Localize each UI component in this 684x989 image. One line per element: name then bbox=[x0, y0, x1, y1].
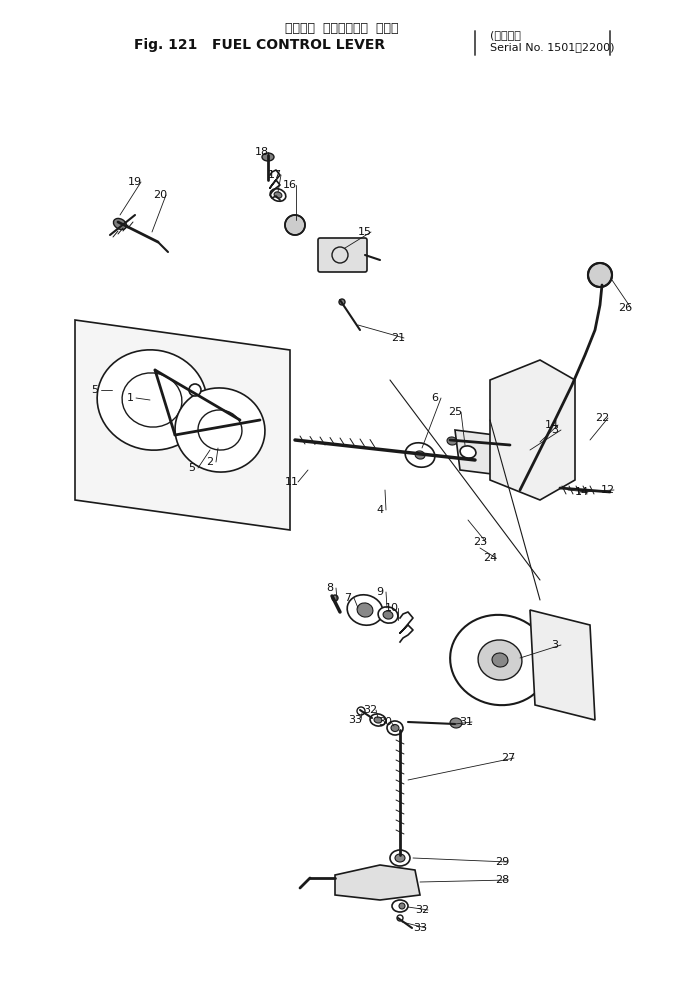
Ellipse shape bbox=[415, 451, 425, 459]
Ellipse shape bbox=[347, 594, 383, 625]
Ellipse shape bbox=[390, 850, 410, 866]
Ellipse shape bbox=[450, 718, 462, 728]
FancyBboxPatch shape bbox=[318, 238, 367, 272]
Ellipse shape bbox=[395, 854, 405, 862]
Circle shape bbox=[189, 384, 201, 396]
Polygon shape bbox=[490, 360, 575, 500]
Ellipse shape bbox=[378, 607, 398, 623]
Text: 4: 4 bbox=[376, 505, 384, 515]
Text: 28: 28 bbox=[495, 875, 509, 885]
Text: Fig. 121   FUEL CONTROL LEVER: Fig. 121 FUEL CONTROL LEVER bbox=[135, 38, 386, 52]
Ellipse shape bbox=[370, 714, 386, 726]
Text: 5: 5 bbox=[92, 385, 98, 395]
Circle shape bbox=[332, 595, 338, 601]
Ellipse shape bbox=[270, 189, 286, 202]
Text: (適用号機: (適用号機 bbox=[490, 30, 521, 40]
Text: 32: 32 bbox=[363, 705, 377, 715]
Text: 12: 12 bbox=[601, 485, 615, 495]
Text: 20: 20 bbox=[153, 190, 167, 200]
Ellipse shape bbox=[357, 603, 373, 617]
Text: 30: 30 bbox=[378, 717, 392, 727]
Text: 7: 7 bbox=[345, 593, 352, 603]
Text: 21: 21 bbox=[391, 333, 405, 343]
Polygon shape bbox=[335, 865, 420, 900]
Text: 29: 29 bbox=[495, 857, 509, 867]
Text: 2: 2 bbox=[207, 457, 213, 467]
Text: 32: 32 bbox=[415, 905, 429, 915]
Ellipse shape bbox=[405, 443, 435, 467]
Text: 16: 16 bbox=[283, 180, 297, 190]
Polygon shape bbox=[75, 320, 290, 530]
Text: 14: 14 bbox=[575, 487, 589, 497]
Ellipse shape bbox=[503, 440, 513, 448]
Ellipse shape bbox=[492, 653, 508, 667]
Circle shape bbox=[588, 263, 612, 287]
Ellipse shape bbox=[383, 611, 393, 619]
Text: 8: 8 bbox=[326, 583, 334, 593]
Text: 14: 14 bbox=[545, 420, 559, 430]
Text: Serial No. 1501～2200): Serial No. 1501～2200) bbox=[490, 42, 614, 52]
Ellipse shape bbox=[447, 437, 457, 445]
Ellipse shape bbox=[97, 350, 207, 450]
Ellipse shape bbox=[460, 446, 476, 458]
Text: 18: 18 bbox=[255, 147, 269, 157]
Text: 19: 19 bbox=[128, 177, 142, 187]
Ellipse shape bbox=[478, 640, 522, 680]
Ellipse shape bbox=[122, 373, 182, 427]
Text: 5: 5 bbox=[189, 463, 196, 473]
Polygon shape bbox=[530, 610, 595, 720]
Ellipse shape bbox=[175, 388, 265, 472]
Ellipse shape bbox=[114, 219, 127, 229]
Text: 33: 33 bbox=[413, 923, 427, 933]
Ellipse shape bbox=[262, 153, 274, 161]
Ellipse shape bbox=[450, 615, 550, 705]
Text: 11: 11 bbox=[285, 477, 299, 487]
Circle shape bbox=[339, 299, 345, 305]
Ellipse shape bbox=[374, 717, 382, 723]
Text: 3: 3 bbox=[551, 425, 559, 435]
Text: 31: 31 bbox=[459, 717, 473, 727]
Ellipse shape bbox=[274, 192, 282, 198]
Text: 6: 6 bbox=[432, 393, 438, 403]
Text: フェエル  コントロール  レバー: フェエル コントロール レバー bbox=[285, 22, 399, 35]
Ellipse shape bbox=[392, 900, 408, 912]
Text: 15: 15 bbox=[358, 227, 372, 237]
Circle shape bbox=[285, 215, 305, 235]
Text: 33: 33 bbox=[348, 715, 362, 725]
Text: 1: 1 bbox=[127, 393, 133, 403]
Ellipse shape bbox=[391, 725, 399, 732]
Text: 10: 10 bbox=[385, 603, 399, 613]
Text: 26: 26 bbox=[618, 303, 632, 313]
Text: 3: 3 bbox=[551, 640, 559, 650]
Ellipse shape bbox=[387, 721, 403, 735]
Text: 27: 27 bbox=[501, 753, 515, 763]
Text: 9: 9 bbox=[376, 587, 384, 597]
Ellipse shape bbox=[198, 410, 242, 450]
Text: 24: 24 bbox=[483, 553, 497, 563]
Text: 17: 17 bbox=[268, 170, 282, 180]
Text: 23: 23 bbox=[473, 537, 487, 547]
Polygon shape bbox=[455, 430, 500, 475]
Circle shape bbox=[399, 903, 405, 909]
Text: 25: 25 bbox=[448, 407, 462, 417]
Text: 22: 22 bbox=[595, 413, 609, 423]
